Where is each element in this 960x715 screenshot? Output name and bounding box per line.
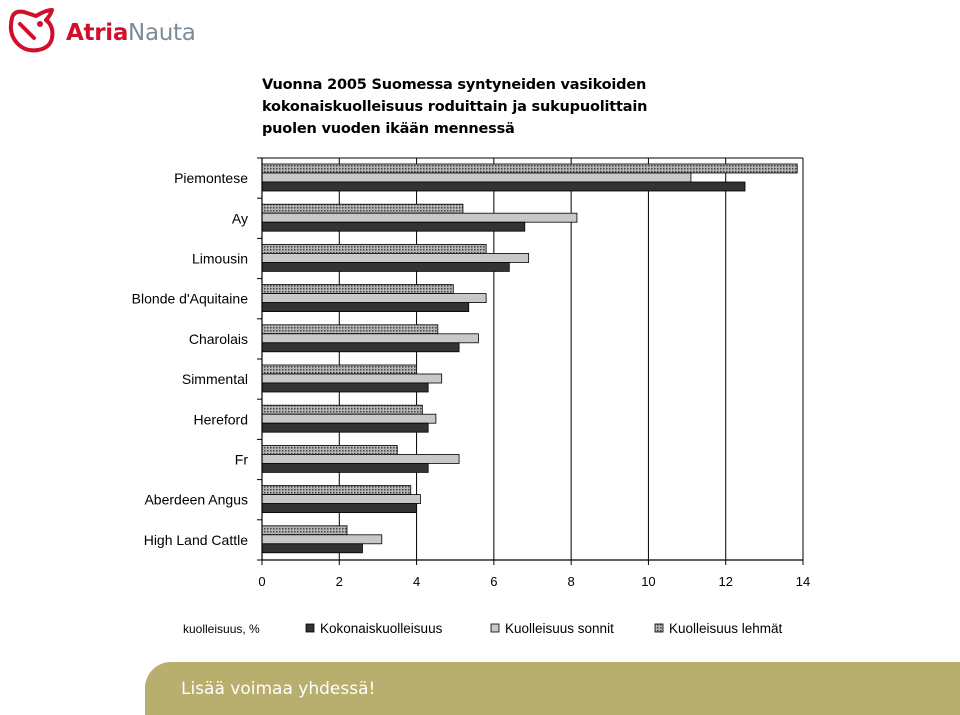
bar-lehmat <box>261 243 487 254</box>
bar-lehmat <box>261 525 348 536</box>
legend-swatch <box>305 623 315 633</box>
bar-kokonais <box>261 503 417 514</box>
category-label: Ay <box>232 210 248 226</box>
bar-lehmat <box>261 324 439 335</box>
category-label: Fr <box>235 452 249 468</box>
bar-sonnit <box>261 373 443 384</box>
bar-lehmat <box>261 203 464 214</box>
category-label: Limousin <box>192 251 248 267</box>
bar-kokonais <box>261 302 470 313</box>
atria-nauta-logo: AtriaNauta <box>6 4 206 54</box>
brand-name: AtriaNauta <box>66 20 196 46</box>
legend-swatch <box>654 623 664 633</box>
bar-lehmat <box>261 404 423 415</box>
bar-lehmat <box>261 485 412 496</box>
legend-label: Kuolleisuus sonnit <box>505 621 614 636</box>
chart-bars <box>261 163 798 554</box>
brand-name-part2: Nauta <box>128 20 196 46</box>
x-tick-label: 2 <box>336 574 343 589</box>
bar-kokonais <box>261 543 363 554</box>
bar-sonnit <box>261 212 578 223</box>
bar-sonnit <box>261 172 692 183</box>
slogan-banner: Lisää voimaa yhdessä! <box>145 662 960 715</box>
category-label: Hereford <box>194 411 248 427</box>
bar-chart: 0 2 4 6 8 10 12 14 Piemontese Ay Limousin Blonde d'… <box>132 157 810 636</box>
bar-kokonais <box>261 382 429 393</box>
brand-name-part1: Atria <box>66 20 129 46</box>
bar-lehmat <box>261 364 417 375</box>
x-tick-label: 0 <box>258 574 265 589</box>
bar-kokonais <box>261 462 429 473</box>
legend-unit-label: kuolleisuus, % <box>183 622 260 636</box>
chart-title: Vuonna 2005 Suomessa syntyneiden vasikoi… <box>262 74 742 140</box>
bar-sonnit <box>261 534 383 545</box>
legend-label: Kokonaiskuolleisuus <box>320 621 443 636</box>
chart-title-line-1: Vuonna 2005 Suomessa syntyneiden vasikoi… <box>262 77 647 93</box>
x-tick-label: 14 <box>796 574 810 589</box>
chart-title-line-2: kokonaiskuolleisuus roduittain ja sukupu… <box>262 99 648 115</box>
bar-kokonais <box>261 181 746 192</box>
bar-sonnit <box>261 453 460 464</box>
chart-legend: kuolleisuus, % Kokonaiskuolleisuus Kuollei… <box>183 621 783 636</box>
bar-kokonais <box>261 221 526 232</box>
bar-lehmat <box>261 444 398 455</box>
chart-title-line-3: puolen vuoden ikään mennessä <box>262 121 515 137</box>
x-tick-label: 8 <box>568 574 575 589</box>
category-label: Charolais <box>189 331 248 347</box>
bar-kokonais <box>261 342 460 353</box>
bar-sonnit <box>261 333 479 344</box>
slogan-text: Lisää voimaa yhdessä! <box>181 679 376 699</box>
category-label: Blonde d'Aquitaine <box>132 291 249 307</box>
atria-logo-icon <box>8 8 55 53</box>
bar-sonnit <box>261 293 487 304</box>
bar-sonnit <box>261 252 530 263</box>
bar-sonnit <box>261 413 437 424</box>
category-label: High Land Cattle <box>144 532 249 548</box>
bar-lehmat <box>261 284 454 295</box>
bar-lehmat <box>261 163 798 174</box>
category-label: Simmental <box>182 371 248 387</box>
legend-label: Kuolleisuus lehmät <box>669 621 783 636</box>
x-tick-label: 10 <box>641 574 655 589</box>
bar-kokonais <box>261 261 510 272</box>
chart-axes: 0 2 4 6 8 10 12 14 Piemontese Ay Limousin Blonde d'… <box>132 157 810 589</box>
bar-kokonais <box>261 422 429 433</box>
x-tick-label: 4 <box>413 574 420 589</box>
category-label: Aberdeen Angus <box>144 492 248 508</box>
x-tick-label: 12 <box>718 574 732 589</box>
category-label: Piemontese <box>174 170 248 186</box>
legend-swatch <box>490 623 500 633</box>
x-tick-label: 6 <box>490 574 497 589</box>
bar-sonnit <box>261 494 421 505</box>
